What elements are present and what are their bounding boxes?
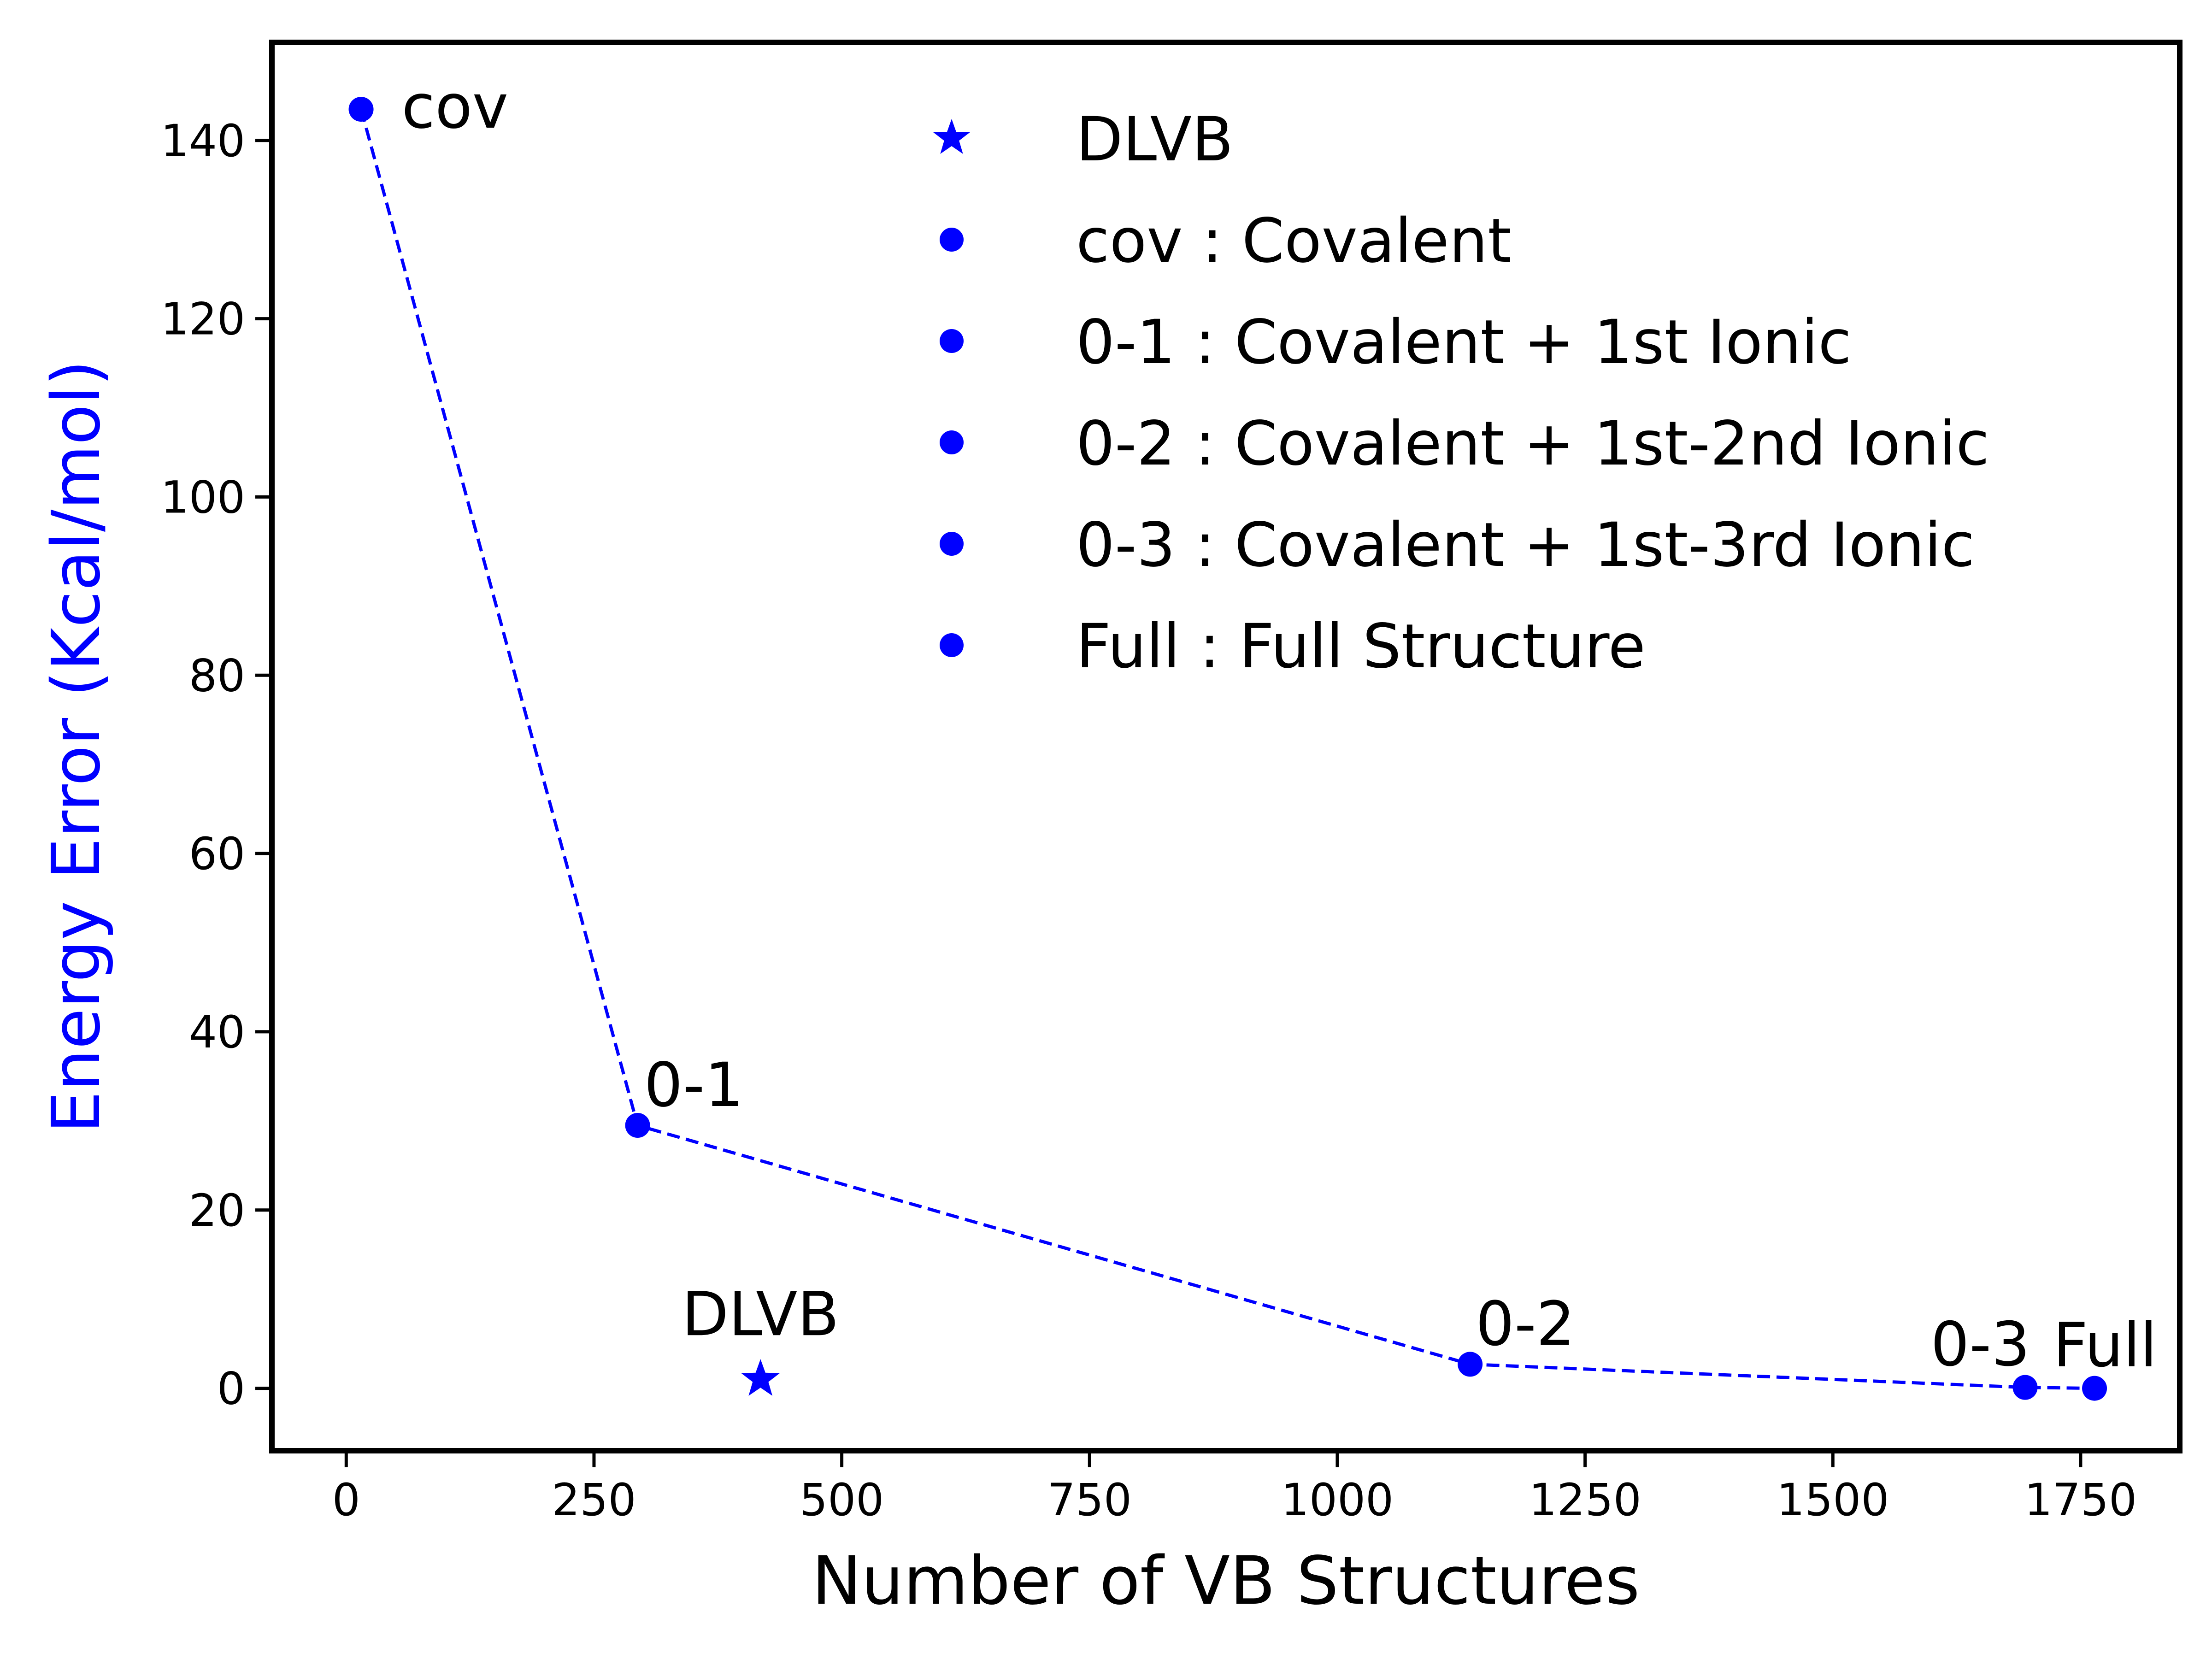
legend-entry-label: 0-1 : Covalent + 1st Ionic xyxy=(1076,307,1852,378)
x-tick-label: 250 xyxy=(552,1474,636,1526)
data-point xyxy=(625,1113,650,1138)
y-tick-label: 60 xyxy=(189,828,245,880)
y-tick-label: 40 xyxy=(189,1006,245,1058)
point-label: cov xyxy=(402,71,508,142)
legend-marker xyxy=(940,430,964,454)
x-tick-label: 750 xyxy=(1047,1474,1132,1526)
data-point xyxy=(2082,1376,2107,1401)
point-label: Full xyxy=(2053,1310,2157,1381)
x-ticks-group: 0 250 500 750 1000 1250 1500 1750 xyxy=(332,1451,2137,1526)
x-tick-label: 1750 xyxy=(2024,1474,2137,1526)
legend-marker xyxy=(940,228,964,252)
legend-entry-label: Full : Full Structure xyxy=(1076,611,1646,682)
x-tick-label: 1250 xyxy=(1529,1474,1641,1526)
legend-marker xyxy=(940,329,964,353)
x-tick-label: 500 xyxy=(800,1474,884,1526)
legend-marker xyxy=(940,532,964,556)
point-label: 0-3 xyxy=(1930,1309,2030,1380)
x-axis-label: Number of VB Structures xyxy=(812,1542,1640,1619)
point-label: 0-2 xyxy=(1476,1288,1575,1359)
y-tick-label: 20 xyxy=(189,1185,245,1236)
x-tick-label: 1500 xyxy=(1777,1474,1889,1526)
x-tick-label: 0 xyxy=(332,1474,360,1526)
data-points-group xyxy=(348,97,2107,1401)
legend-marker xyxy=(940,633,964,657)
x-tick-label: 1000 xyxy=(1281,1474,1394,1526)
y-axis-label: Energy Error (Kcal/mol) xyxy=(37,360,115,1133)
y-tick-label: 140 xyxy=(161,115,245,167)
data-point-star xyxy=(741,1359,780,1396)
y-ticks-group: 0 20 40 60 80 100 120 140 xyxy=(161,115,272,1415)
plot-frame xyxy=(269,40,2183,1453)
y-tick-label: 0 xyxy=(217,1363,245,1415)
data-point xyxy=(1458,1352,1483,1377)
point-label: 0-1 xyxy=(644,1050,744,1121)
data-point xyxy=(348,97,374,122)
point-labels-group: cov 0-1 0-2 0-3 Full DLVB xyxy=(402,71,2157,1381)
legend-entry-label: 0-2 : Covalent + 1st-2nd Ionic xyxy=(1076,408,1989,479)
legend-entry-label: 0-3 : Covalent + 1st-3rd Ionic xyxy=(1076,510,1975,581)
y-tick-label: 100 xyxy=(161,471,245,523)
legend-marker-star xyxy=(933,119,970,154)
data-point xyxy=(2012,1375,2038,1400)
legend-entry-label: cov : Covalent xyxy=(1076,206,1512,276)
y-tick-label: 120 xyxy=(161,294,245,345)
legend: DLVB cov : Covalent 0-1 : Covalent + 1st I… xyxy=(933,104,1989,682)
point-label: DLVB xyxy=(682,1279,839,1350)
y-tick-label: 80 xyxy=(189,650,245,701)
legend-entry-label: DLVB xyxy=(1076,104,1234,175)
